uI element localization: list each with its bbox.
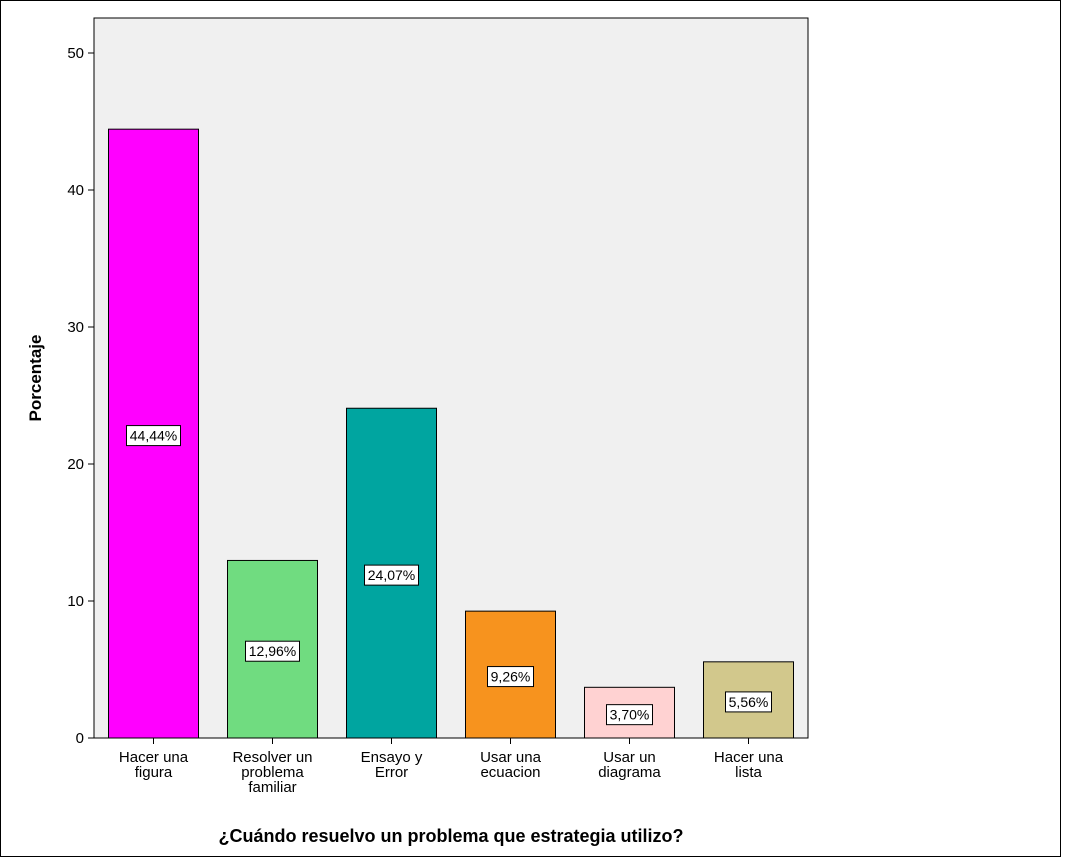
data-label: 12,96% xyxy=(249,643,296,659)
x-tick-label: Resolver un problema familiar xyxy=(232,749,312,796)
y-axis-title: Porcentaje xyxy=(26,335,45,422)
data-label: 5,56% xyxy=(729,694,769,710)
data-label-box xyxy=(126,425,181,447)
data-label: 24,07% xyxy=(368,567,415,583)
data-label-box xyxy=(364,564,419,586)
x-tick-label: Hacer una figura xyxy=(119,749,189,781)
y-tick-label: 10 xyxy=(67,593,84,610)
y-tick-label: 0 xyxy=(76,730,84,747)
x-tick-label: Hacer una lista xyxy=(714,749,784,781)
data-label: 9,26% xyxy=(491,669,531,685)
x-axis: Hacer una figura Resolver un problema famili… xyxy=(119,738,784,796)
x-tick-label: Usar un diagrama xyxy=(598,749,661,781)
data-label: 3,70% xyxy=(610,707,650,723)
data-label: 44,44% xyxy=(130,428,177,444)
data-label-box xyxy=(245,640,300,662)
data-label-box xyxy=(487,666,534,688)
plot-area xyxy=(93,17,809,739)
data-label-box xyxy=(606,704,653,726)
y-axis: 0 10 20 30 40 50 xyxy=(67,45,94,747)
data-label-box xyxy=(725,691,772,713)
x-axis-title: ¿Cuándo resuelvo un problema que estrate… xyxy=(218,826,683,846)
y-tick-label: 30 xyxy=(67,319,84,336)
x-tick-label: Ensayo y Error xyxy=(361,749,423,781)
bars: 44,44% 12,96% 24,07% 9,26% 3,70% 5,56% xyxy=(108,128,794,739)
y-tick-label: 50 xyxy=(67,45,84,62)
y-tick-label: 20 xyxy=(67,456,84,473)
x-tick-label: Usar una ecuacion xyxy=(480,749,542,781)
y-tick-label: 40 xyxy=(67,182,84,199)
